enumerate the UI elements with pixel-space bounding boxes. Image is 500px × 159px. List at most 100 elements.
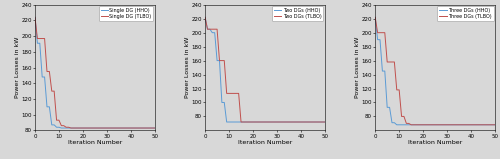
Three DGs (TLBO) — [384, 61, 390, 63]
Three DGs (TLBO) — [380, 32, 386, 34]
Three DGs (HHO) — [492, 124, 498, 126]
Two DGs (HHO) — [216, 60, 222, 62]
Two DGs (TLBO) — [212, 28, 218, 30]
Three DGs (TLBO) — [377, 32, 383, 34]
Two DGs (TLBO) — [233, 92, 239, 94]
Line: Single DG (TLBO): Single DG (TLBO) — [35, 17, 155, 128]
Two DGs (TLBO) — [214, 28, 220, 30]
Single DG (HHO) — [44, 106, 50, 108]
Three DGs (TLBO) — [386, 61, 392, 63]
Legend: Three DGs (HHO), Three DGs (TLBO): Three DGs (HHO), Three DGs (TLBO) — [438, 6, 494, 21]
Single DG (TLBO) — [58, 125, 64, 127]
Two DGs (HHO) — [224, 121, 230, 123]
Single DG (TLBO) — [54, 119, 60, 121]
Two DGs (HHO) — [228, 121, 234, 123]
Single DG (HHO) — [42, 76, 48, 78]
Three DGs (HHO) — [398, 124, 404, 126]
Three DGs (HHO) — [392, 122, 398, 124]
Single DG (HHO) — [37, 42, 43, 44]
Legend: Single DG (HHO), Single DG (TLBO): Single DG (HHO), Single DG (TLBO) — [98, 6, 154, 21]
Three DGs (TLBO) — [389, 61, 395, 63]
Single DG (TLBO) — [46, 71, 52, 73]
Three DGs (HHO) — [389, 122, 395, 124]
Single DG (TLBO) — [32, 16, 38, 18]
Three DGs (HHO) — [374, 39, 380, 41]
Two DGs (TLBO) — [207, 28, 213, 30]
Two DGs (HHO) — [207, 28, 213, 30]
Three DGs (TLBO) — [401, 115, 407, 117]
Single DG (TLBO) — [61, 125, 67, 127]
Single DG (HHO) — [58, 127, 64, 129]
Single DG (TLBO) — [51, 90, 57, 92]
Single DG (HHO) — [66, 127, 71, 129]
Single DG (TLBO) — [63, 126, 69, 128]
Two DGs (TLBO) — [228, 92, 234, 94]
Line: Two DGs (TLBO): Two DGs (TLBO) — [205, 17, 325, 122]
X-axis label: Iteration Number: Iteration Number — [238, 140, 292, 145]
Single DG (HHO) — [61, 127, 67, 129]
Two DGs (HHO) — [219, 101, 225, 103]
Two DGs (TLBO) — [222, 60, 228, 62]
Y-axis label: Power Losses in kW: Power Losses in kW — [185, 37, 190, 98]
Three DGs (TLBO) — [398, 115, 404, 117]
Two DGs (HHO) — [236, 121, 242, 123]
Line: Three DGs (HHO): Three DGs (HHO) — [375, 17, 495, 125]
Two DGs (TLBO) — [231, 92, 237, 94]
Two DGs (HHO) — [204, 28, 210, 30]
Two DGs (HHO) — [212, 32, 218, 34]
Single DG (HHO) — [39, 76, 45, 78]
Single DG (TLBO) — [37, 38, 43, 39]
X-axis label: Iteration Number: Iteration Number — [408, 140, 462, 145]
Single DG (TLBO) — [66, 126, 71, 128]
Two DGs (TLBO) — [224, 92, 230, 94]
Two DGs (TLBO) — [202, 16, 208, 18]
Single DG (HHO) — [56, 126, 62, 128]
Three DGs (TLBO) — [492, 124, 498, 126]
Three DGs (HHO) — [384, 106, 390, 108]
Single DG (HHO) — [54, 126, 60, 128]
Single DG (TLBO) — [56, 119, 62, 121]
Three DGs (HHO) — [380, 70, 386, 72]
Two DGs (HHO) — [202, 16, 208, 18]
Three DGs (TLBO) — [382, 32, 388, 34]
Three DGs (HHO) — [372, 16, 378, 18]
Two DGs (TLBO) — [243, 121, 249, 123]
Single DG (HHO) — [34, 42, 40, 44]
Single DG (TLBO) — [44, 71, 50, 73]
Line: Three DGs (TLBO): Three DGs (TLBO) — [375, 17, 495, 125]
Three DGs (HHO) — [404, 124, 409, 126]
Single DG (HHO) — [152, 127, 158, 129]
Three DGs (HHO) — [394, 124, 400, 126]
Three DGs (TLBO) — [406, 122, 412, 124]
Single DG (HHO) — [51, 124, 57, 126]
Three DGs (TLBO) — [392, 61, 398, 63]
Two DGs (TLBO) — [322, 121, 328, 123]
Two DGs (TLBO) — [226, 92, 232, 94]
Three DGs (TLBO) — [404, 122, 409, 124]
Three DGs (TLBO) — [413, 124, 419, 126]
X-axis label: Iteration Number: Iteration Number — [68, 140, 122, 145]
Two DGs (TLBO) — [236, 92, 242, 94]
Single DG (HHO) — [63, 127, 69, 129]
Two DGs (TLBO) — [210, 28, 216, 30]
Y-axis label: Power Losses in kW: Power Losses in kW — [355, 37, 360, 98]
Three DGs (TLBO) — [396, 89, 402, 91]
Three DGs (TLBO) — [394, 89, 400, 91]
Three DGs (TLBO) — [410, 124, 416, 126]
Three DGs (TLBO) — [372, 16, 378, 18]
Two DGs (HHO) — [222, 101, 228, 103]
Two DGs (HHO) — [214, 60, 220, 62]
Y-axis label: Power Losses in kW: Power Losses in kW — [15, 37, 20, 98]
Two DGs (HHO) — [210, 32, 216, 34]
Single DG (TLBO) — [152, 127, 158, 129]
Two DGs (TLBO) — [240, 121, 246, 123]
Two DGs (TLBO) — [219, 60, 225, 62]
Two DGs (HHO) — [322, 121, 328, 123]
Legend: Two DGs (HHO), Two DGs (TLBO): Two DGs (HHO), Two DGs (TLBO) — [272, 6, 324, 21]
Three DGs (TLBO) — [374, 32, 380, 34]
Single DG (HHO) — [32, 16, 38, 18]
Three DGs (HHO) — [377, 39, 383, 41]
Two DGs (TLBO) — [216, 60, 222, 62]
Single DG (TLBO) — [34, 38, 40, 39]
Three DGs (TLBO) — [408, 124, 414, 126]
